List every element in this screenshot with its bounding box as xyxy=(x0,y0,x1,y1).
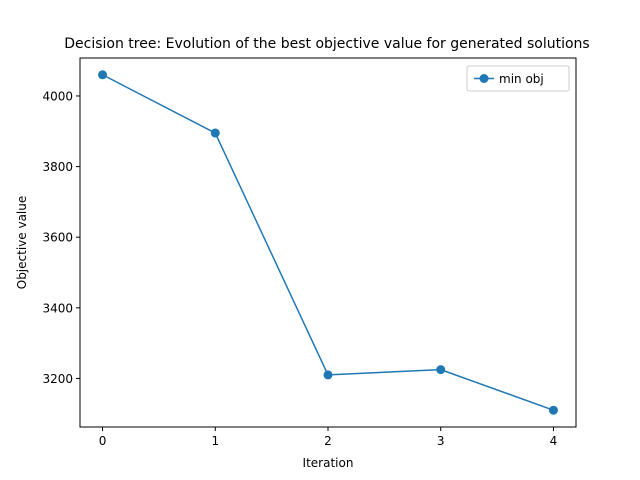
y-tick-label: 3600 xyxy=(42,231,73,245)
data-point xyxy=(210,128,220,138)
y-tick-label: 3400 xyxy=(42,301,73,315)
y-axis-label: Objective value xyxy=(15,196,29,290)
data-point xyxy=(98,70,108,80)
data-point xyxy=(436,365,446,375)
series-layer xyxy=(98,70,558,415)
y-tick-label: 3200 xyxy=(42,372,73,386)
y-tick-label: 3800 xyxy=(42,160,73,174)
x-tick-label: 4 xyxy=(550,434,558,448)
y-tick-label: 4000 xyxy=(42,89,73,103)
x-axis-label: Iteration xyxy=(303,456,354,470)
x-tick-label: 3 xyxy=(437,434,445,448)
legend-frame xyxy=(466,65,570,92)
plot-frame xyxy=(79,57,577,428)
x-tick-label: 2 xyxy=(324,434,332,448)
legend: min obj xyxy=(466,65,570,92)
legend-marker xyxy=(479,74,489,83)
chart-title: Decision tree: Evolution of the best obj… xyxy=(64,36,589,52)
plot-area xyxy=(80,58,576,427)
legend-label: min obj xyxy=(499,72,544,86)
x-tick-label: 1 xyxy=(211,434,219,448)
x-tick-label: 0 xyxy=(99,434,107,448)
data-point xyxy=(548,405,558,415)
ticks-layer: 0 1 2 3 4 3200 3400 3600 3800 4000 xyxy=(42,89,557,448)
data-point xyxy=(323,370,333,380)
